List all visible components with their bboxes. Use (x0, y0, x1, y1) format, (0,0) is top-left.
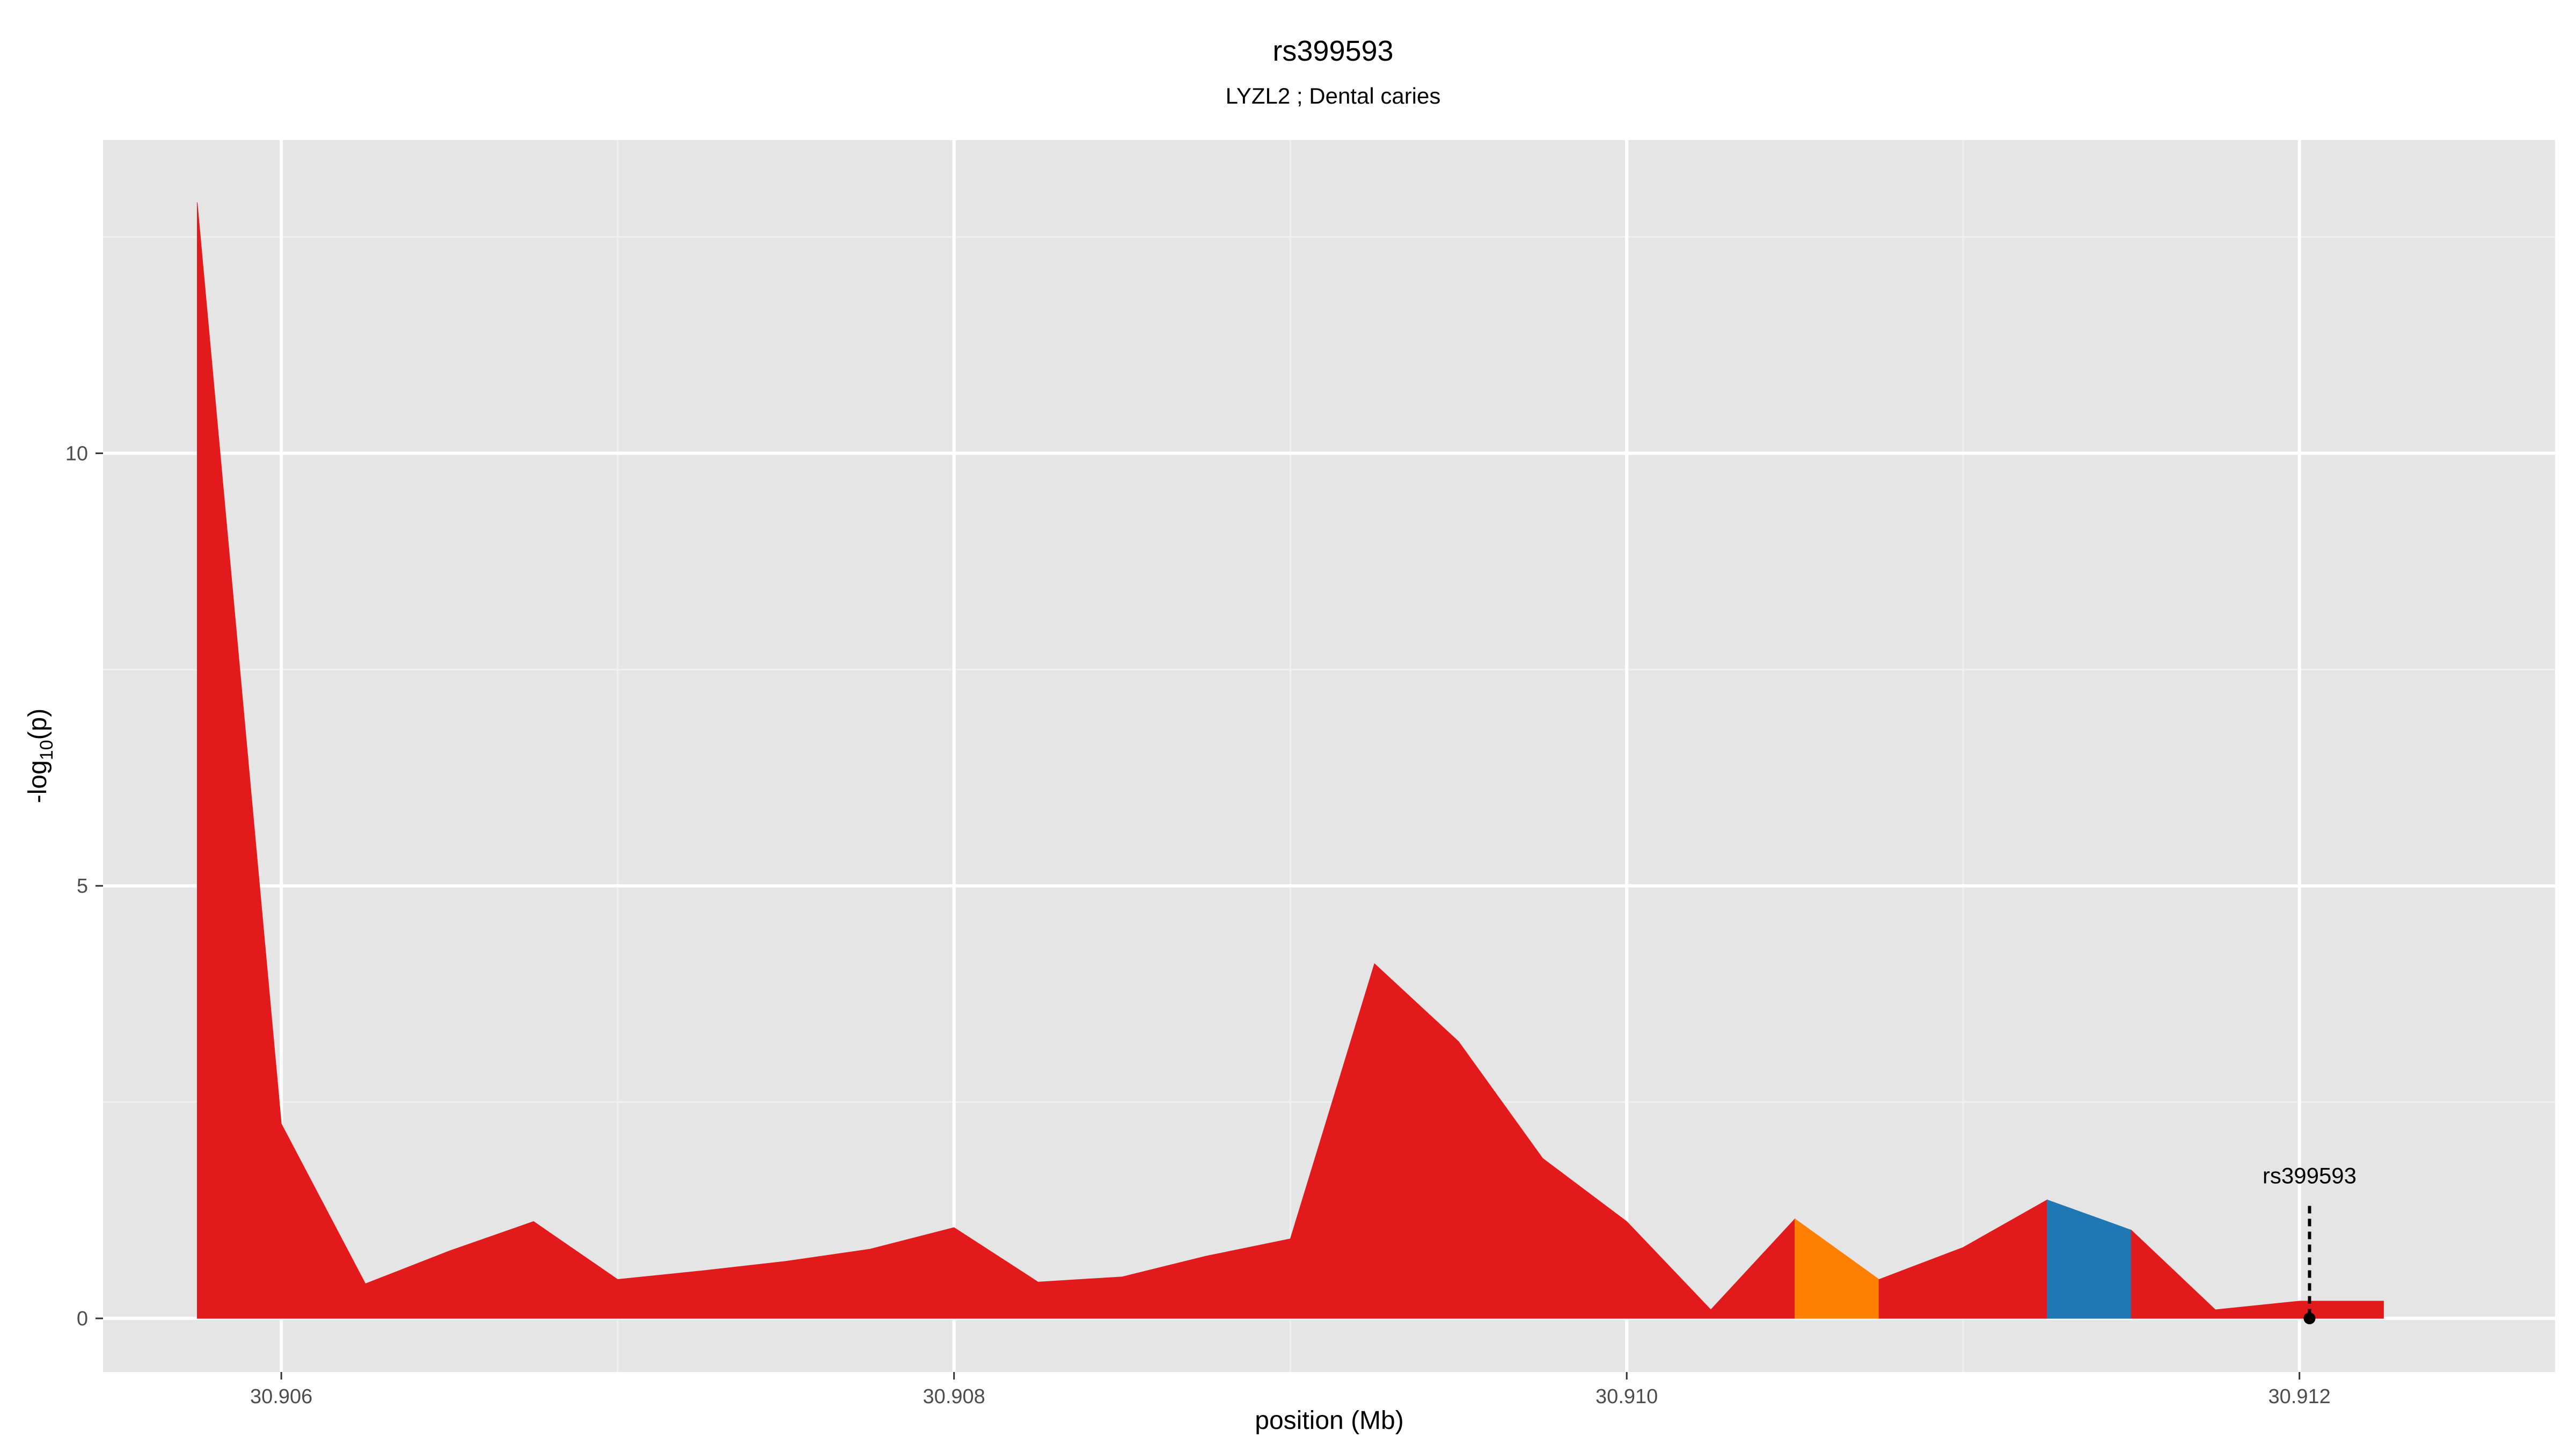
y-tick-label: 10 (65, 442, 88, 465)
x-tick-label: 30.906 (250, 1385, 312, 1408)
x-tick-label: 30.908 (923, 1385, 985, 1408)
y-tick-label: 0 (77, 1308, 88, 1330)
area-segment-1 (196, 202, 1796, 1319)
annotation-label: rs399593 (2263, 1163, 2357, 1188)
x-tick-label: 30.912 (2268, 1385, 2331, 1408)
y-axis-title: -log10(p) (24, 709, 57, 804)
area-segment-3 (1878, 1199, 2048, 1319)
area-segment-5 (2131, 1229, 2384, 1319)
area-layer (196, 202, 2384, 1319)
y-tick-label: 5 (77, 875, 88, 898)
x-axis-title: position (Mb) (1255, 1406, 1403, 1435)
y-axis-title-subscript: 10 (36, 740, 57, 760)
x-axis: 30.906 30.908 30.910 30.912 (250, 1372, 2331, 1408)
grid-minor (103, 140, 2555, 1372)
y-axis-title-main: -log (24, 760, 52, 803)
chart-subtitle: LYZL2 ; Dental caries (1226, 83, 1441, 108)
y-axis-title-end: (p) (24, 709, 52, 740)
chart-title: rs399593 (1272, 35, 1393, 67)
y-axis: 0 5 10 (65, 442, 103, 1330)
annotation-point (2303, 1312, 2316, 1325)
annotation-layer: rs399593 (2263, 1163, 2357, 1325)
x-tick-label: 30.910 (1596, 1385, 1658, 1408)
